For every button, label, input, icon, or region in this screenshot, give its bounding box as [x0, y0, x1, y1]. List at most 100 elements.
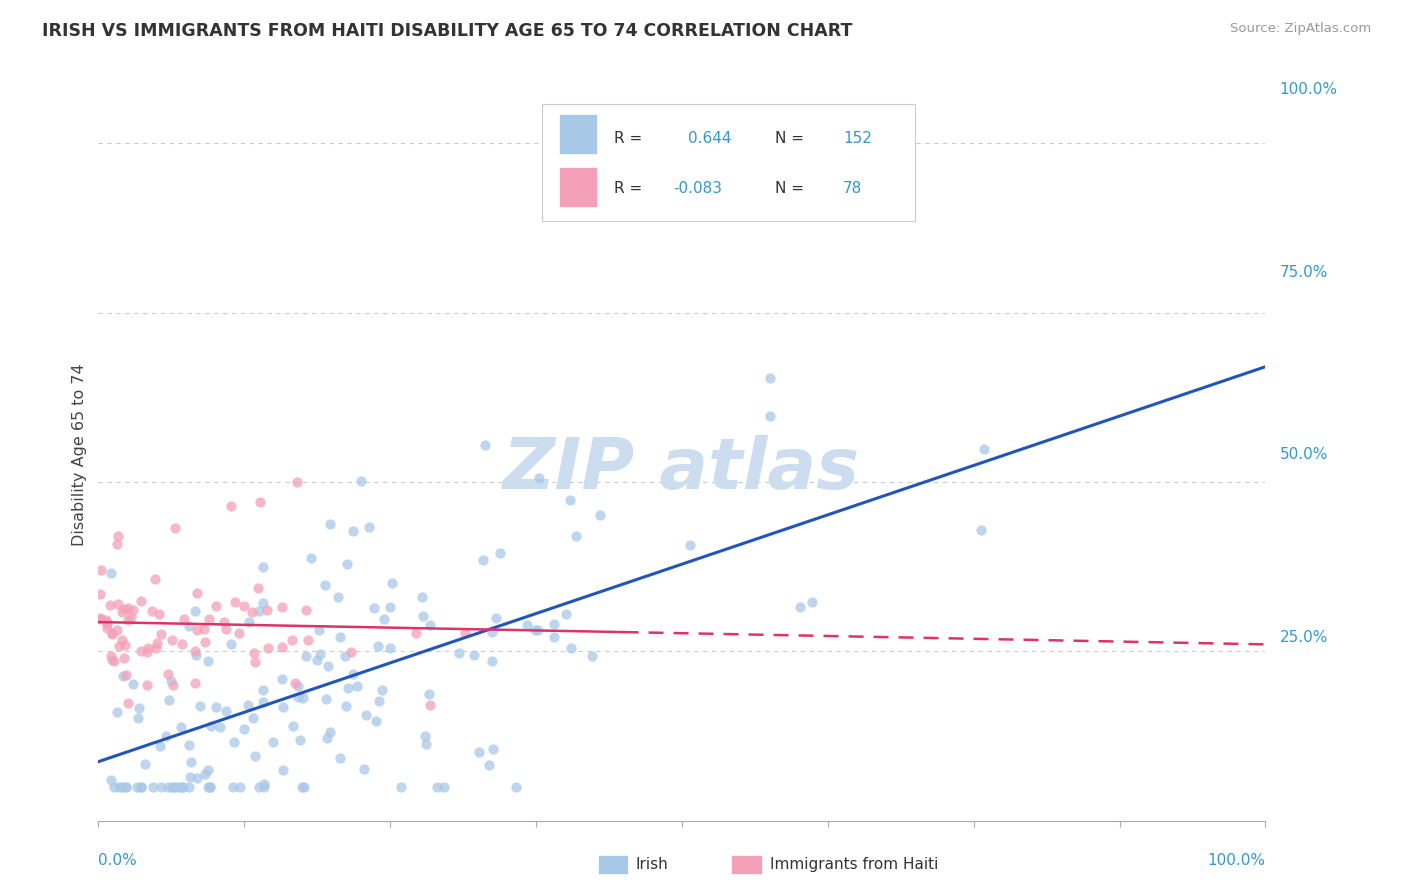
Point: [186, 623, 208, 637]
Point: [516, 617, 538, 632]
Bar: [560, 167, 596, 207]
Point: [183, 643, 205, 657]
Text: R =: R =: [614, 131, 643, 146]
Point: [173, 612, 195, 626]
Point: [307, 652, 329, 666]
Point: [285, 475, 308, 490]
Point: [287, 690, 309, 704]
Point: [198, 612, 221, 626]
Point: [284, 676, 307, 690]
Point: [281, 718, 304, 732]
Point: [157, 692, 180, 706]
Point: [433, 780, 456, 794]
Point: [478, 758, 501, 772]
Point: [419, 617, 441, 632]
Point: [184, 604, 207, 618]
Point: [111, 605, 134, 619]
Point: [96, 615, 118, 630]
Point: [177, 780, 200, 794]
Text: -0.083: -0.083: [673, 180, 723, 195]
Point: [197, 763, 219, 777]
Point: [589, 508, 612, 523]
Point: [136, 678, 159, 692]
Point: [481, 625, 503, 640]
Point: [581, 649, 603, 664]
Point: [329, 750, 352, 764]
Point: [800, 595, 823, 609]
Text: 78: 78: [844, 180, 862, 195]
Point: [252, 560, 274, 574]
Text: 25.0%: 25.0%: [1279, 631, 1327, 645]
Point: [970, 523, 993, 537]
Text: 0.644: 0.644: [688, 131, 731, 146]
Point: [270, 672, 292, 686]
Point: [128, 700, 150, 714]
Point: [340, 645, 363, 659]
Point: [391, 780, 413, 794]
Point: [346, 679, 368, 693]
Point: [247, 604, 270, 618]
Point: [326, 590, 349, 604]
Point: [160, 780, 183, 794]
Point: [543, 630, 565, 644]
Text: N =: N =: [775, 180, 804, 195]
Text: Irish: Irish: [636, 857, 668, 871]
Point: [228, 780, 250, 794]
Point: [222, 780, 245, 794]
Point: [679, 538, 702, 552]
Text: Source: ZipAtlas.com: Source: ZipAtlas.com: [1230, 22, 1371, 36]
Point: [117, 601, 139, 615]
Point: [315, 691, 337, 706]
Point: [236, 698, 259, 713]
Point: [319, 516, 342, 531]
Point: [560, 640, 582, 655]
Point: [233, 599, 256, 614]
Point: [169, 780, 191, 794]
Point: [973, 442, 995, 456]
Text: IRISH VS IMMIGRANTS FROM HAITI DISABILITY AGE 65 TO 74 CORRELATION CHART: IRISH VS IMMIGRANTS FROM HAITI DISABILIT…: [42, 22, 852, 40]
Point: [112, 601, 135, 615]
Point: [101, 653, 124, 667]
Point: [177, 618, 200, 632]
Point: [105, 623, 128, 637]
Point: [163, 521, 186, 535]
Point: [295, 603, 318, 617]
Point: [426, 780, 449, 794]
Point: [94, 613, 117, 627]
Point: [336, 681, 359, 695]
Point: [200, 780, 222, 794]
Point: [405, 626, 427, 640]
Point: [252, 780, 274, 794]
Point: [186, 648, 208, 663]
Point: [342, 667, 364, 681]
Point: [454, 625, 477, 640]
Point: [105, 705, 128, 719]
Point: [145, 636, 167, 650]
Point: [489, 546, 512, 560]
Point: [96, 616, 118, 631]
Point: [238, 615, 260, 630]
Point: [256, 603, 278, 617]
Point: [129, 780, 152, 794]
Point: [287, 680, 309, 694]
Point: [117, 613, 139, 627]
Text: N =: N =: [775, 131, 804, 146]
Point: [228, 626, 250, 640]
Point: [141, 604, 163, 618]
Point: [115, 780, 138, 794]
Point: [101, 626, 124, 640]
Bar: [560, 114, 596, 154]
Point: [474, 438, 496, 452]
Point: [319, 725, 342, 739]
Point: [363, 600, 385, 615]
Point: [111, 668, 134, 682]
Point: [136, 645, 159, 659]
Point: [367, 694, 389, 708]
Point: [143, 572, 166, 586]
Point: [215, 705, 238, 719]
Text: 152: 152: [844, 131, 872, 146]
Point: [89, 611, 111, 625]
Point: [247, 780, 270, 794]
Point: [200, 780, 222, 794]
Point: [224, 595, 246, 609]
